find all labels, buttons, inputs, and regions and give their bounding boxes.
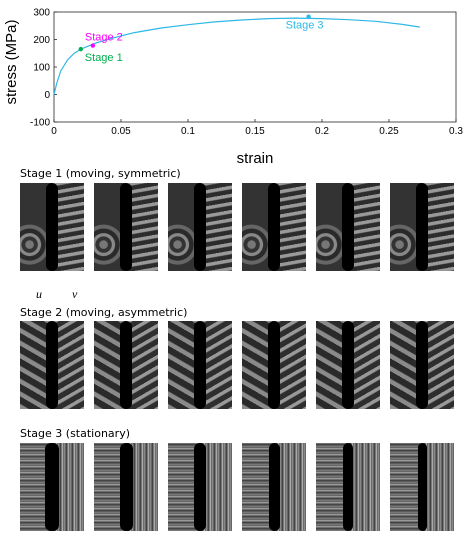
specimen-gap bbox=[342, 321, 354, 409]
u-label: u bbox=[36, 287, 42, 301]
fringe-image bbox=[316, 183, 380, 271]
stage-2-marker bbox=[90, 43, 96, 48]
fringe-image bbox=[242, 321, 306, 409]
specimen-gap bbox=[194, 321, 206, 409]
y-tick-label: 300 bbox=[33, 8, 50, 19]
specimen-gap bbox=[416, 183, 428, 271]
x-tick-label: 0.3 bbox=[449, 126, 463, 137]
fringe-image bbox=[168, 183, 232, 271]
v-fringe-half bbox=[348, 443, 380, 531]
fringe-image bbox=[20, 183, 84, 271]
specimen-gap bbox=[45, 443, 59, 531]
specimen-gap bbox=[342, 183, 354, 271]
y-tick-label: -100 bbox=[30, 118, 50, 129]
u-fringe-half bbox=[316, 443, 348, 531]
stage-markers: Stage 1 Stage 2 Stage 3 bbox=[78, 14, 324, 64]
chart-axes bbox=[53, 11, 457, 123]
specimen-gap bbox=[46, 183, 58, 271]
specimen-gap bbox=[268, 321, 280, 409]
fringe-image bbox=[94, 321, 158, 409]
fringe-image bbox=[390, 443, 454, 531]
fringe-image bbox=[390, 183, 454, 271]
fringe-image bbox=[20, 443, 84, 531]
x-tick-label: 0.25 bbox=[379, 126, 399, 137]
fringe-image bbox=[94, 443, 158, 531]
stress-strain-curve bbox=[53, 17, 420, 95]
stage-2-annotation: Stage 2 bbox=[85, 32, 123, 44]
fringe-image bbox=[316, 443, 380, 531]
y-tick-label: 0 bbox=[44, 90, 50, 101]
specimen-gap bbox=[416, 321, 428, 409]
fringe-image bbox=[316, 321, 380, 409]
specimen-gap bbox=[268, 183, 280, 271]
specimen-gap bbox=[194, 443, 206, 531]
x-tick-label: 0.1 bbox=[181, 126, 195, 137]
fringe-image bbox=[390, 321, 454, 409]
fringe-image bbox=[94, 183, 158, 271]
stage-1-marker bbox=[78, 46, 84, 52]
x-tick-label: 0.15 bbox=[245, 126, 265, 137]
stage-2-fringe-row bbox=[20, 321, 465, 409]
stage-3-heading: Stage 3 (stationary) bbox=[20, 427, 130, 440]
y-tick-label: 100 bbox=[33, 63, 50, 74]
specimen-gap bbox=[268, 443, 280, 531]
stage-2-heading: Stage 2 (moving, asymmetric) bbox=[20, 306, 188, 319]
stage-3-annotation: Stage 3 bbox=[286, 20, 324, 32]
fringe-image bbox=[20, 321, 84, 409]
stage-1-annotation: Stage 1 bbox=[85, 52, 123, 64]
stage-3-fringe-row bbox=[20, 443, 465, 531]
specimen-gap bbox=[120, 183, 132, 271]
x-axis-label: strain bbox=[237, 150, 274, 167]
specimen-gap bbox=[194, 183, 206, 271]
v-label: v bbox=[72, 287, 78, 301]
u-fringe-half bbox=[390, 443, 422, 531]
fringe-image bbox=[242, 183, 306, 271]
specimen-gap bbox=[417, 443, 427, 531]
fringe-image bbox=[242, 443, 306, 531]
stage-1-fringe-row bbox=[20, 183, 465, 271]
specimen-gap bbox=[119, 443, 133, 531]
specimen-gap bbox=[46, 321, 58, 409]
plot-frame bbox=[53, 11, 457, 123]
stage-3-marker bbox=[306, 14, 311, 19]
x-tick-label: 0.05 bbox=[111, 126, 131, 137]
fringe-image bbox=[168, 443, 232, 531]
y-tick-label: 200 bbox=[33, 35, 50, 46]
fringe-image bbox=[168, 321, 232, 409]
v-fringe-half bbox=[422, 443, 454, 531]
specimen-gap bbox=[120, 321, 132, 409]
y-axis-label: stress (MPa) bbox=[3, 19, 20, 104]
x-tick-label: 0.2 bbox=[315, 126, 329, 137]
specimen-gap bbox=[343, 443, 353, 531]
x-tick-label: 0 bbox=[51, 126, 57, 137]
stage-1-heading: Stage 1 (moving, symmetric) bbox=[20, 167, 181, 180]
